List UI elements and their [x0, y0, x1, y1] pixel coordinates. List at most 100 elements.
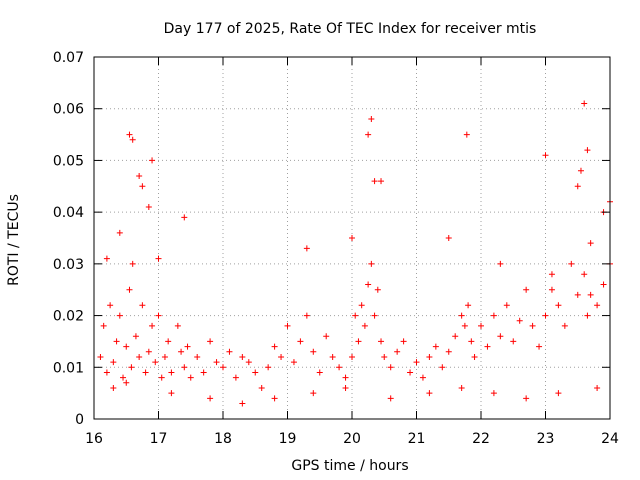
data-point — [584, 312, 591, 319]
data-point — [407, 369, 414, 376]
data-point — [103, 255, 110, 262]
data-point — [349, 235, 355, 241]
y-tick-labels: 0 0.01 0.02 0.03 0.04 0.05 0.06 0.07 — [53, 50, 84, 428]
data-point — [394, 348, 401, 355]
data-point — [368, 116, 375, 123]
data-point — [155, 255, 162, 262]
data-point — [303, 245, 310, 252]
data-point — [303, 312, 310, 319]
data-point — [232, 374, 239, 381]
data-point — [471, 353, 478, 360]
data-point — [361, 322, 368, 329]
data-point — [378, 178, 385, 185]
data-point — [387, 395, 394, 402]
data-point — [113, 338, 120, 345]
data-point — [426, 390, 433, 397]
data-point — [123, 343, 130, 350]
y-tick-label: 0.07 — [53, 50, 84, 66]
data-point — [258, 384, 265, 391]
data-point — [239, 400, 246, 407]
data-point — [587, 291, 594, 298]
data-point — [97, 353, 104, 360]
data-point — [165, 338, 172, 345]
data-point — [577, 167, 584, 174]
data-point — [529, 322, 536, 329]
data-point — [374, 286, 381, 293]
data-point — [316, 369, 323, 376]
data-point — [387, 364, 394, 371]
data-point — [187, 374, 194, 381]
x-tick-label: 20 — [343, 431, 361, 447]
data-point — [110, 359, 117, 366]
data-point — [542, 312, 549, 319]
data-point — [368, 260, 375, 267]
data-point — [323, 333, 330, 340]
data-point — [349, 353, 355, 360]
data-point — [168, 390, 175, 397]
data-point — [132, 333, 139, 340]
data-point — [168, 369, 175, 376]
data-point — [426, 353, 433, 360]
data-point — [278, 353, 285, 360]
data-point — [329, 353, 336, 360]
data-point — [336, 364, 343, 371]
data-point — [432, 343, 439, 350]
x-tick-label: 23 — [537, 431, 555, 447]
data-point — [310, 390, 317, 397]
data-point — [158, 374, 165, 381]
data-point — [461, 322, 468, 329]
data-point — [548, 271, 555, 278]
data-point — [468, 338, 475, 345]
axis-ticks — [93, 56, 611, 420]
data-point — [252, 369, 259, 376]
data-point — [126, 286, 133, 293]
data-point — [149, 322, 156, 329]
y-tick-label: 0.04 — [53, 205, 84, 221]
data-point — [207, 395, 214, 402]
data-point — [271, 343, 278, 350]
data-point — [123, 379, 130, 386]
data-point — [594, 384, 601, 391]
data-point — [128, 364, 135, 371]
y-tick-label: 0.02 — [53, 309, 84, 325]
data-point — [523, 395, 530, 402]
data-point — [561, 322, 568, 329]
y-tick-label: 0 — [75, 412, 84, 428]
x-axis-label: GPS time / hours — [291, 458, 408, 474]
data-point — [213, 359, 220, 366]
data-point — [342, 384, 349, 391]
data-points — [97, 100, 613, 407]
data-point — [149, 157, 156, 164]
data-point — [161, 353, 168, 360]
data-point — [226, 348, 233, 355]
y-axis-label: ROTI / TECUs — [6, 194, 22, 286]
data-point — [497, 333, 504, 340]
data-point — [555, 302, 562, 309]
data-point — [181, 214, 188, 221]
data-point — [523, 286, 530, 293]
data-point — [542, 152, 549, 159]
data-point — [371, 178, 378, 185]
data-point — [352, 312, 359, 319]
data-point — [439, 364, 446, 371]
data-point — [594, 302, 601, 309]
x-tick-label: 16 — [85, 431, 103, 447]
data-point — [178, 348, 185, 355]
data-point — [136, 353, 143, 360]
y-tick-label: 0.06 — [53, 102, 84, 118]
data-point — [478, 322, 484, 329]
data-point — [152, 359, 159, 366]
data-point — [342, 374, 349, 381]
data-point — [139, 302, 146, 309]
data-point — [536, 343, 543, 350]
data-point — [568, 260, 575, 267]
data-point — [126, 131, 133, 138]
data-point — [365, 281, 372, 288]
data-point — [116, 229, 123, 236]
data-point — [581, 100, 588, 107]
data-point — [290, 359, 297, 366]
data-point — [142, 369, 149, 376]
x-tick-label: 21 — [408, 431, 426, 447]
chart-title: Day 177 of 2025, Rate Of TEC Index for r… — [164, 21, 537, 37]
